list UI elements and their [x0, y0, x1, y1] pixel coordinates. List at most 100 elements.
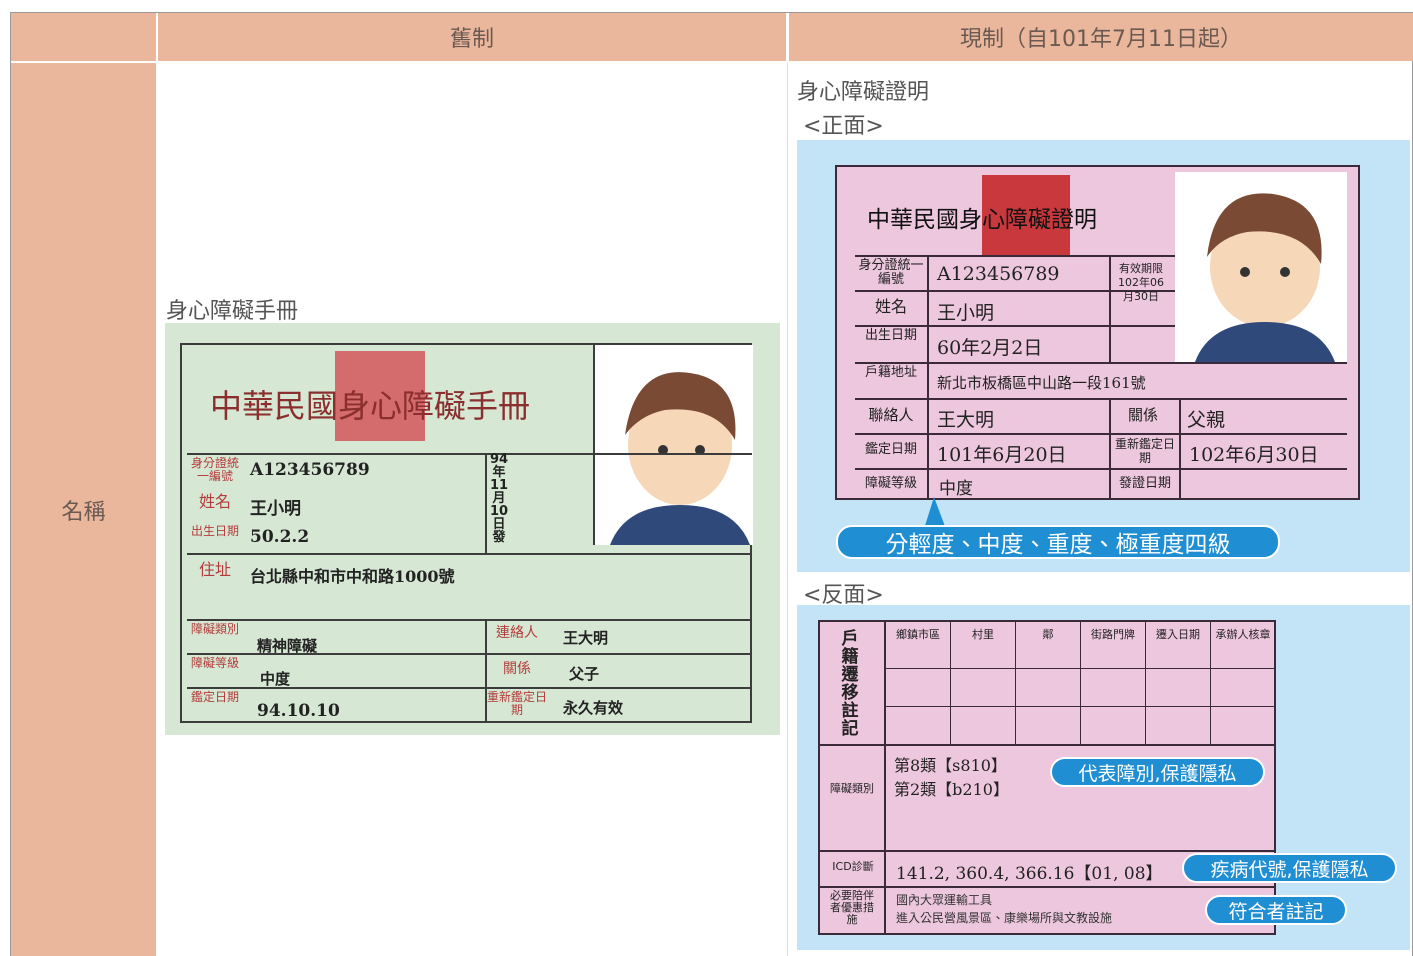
line: [1179, 398, 1181, 500]
field-label: 發證日期: [1118, 476, 1171, 491]
field-value: 102年6月30日: [1189, 444, 1319, 466]
field-label: 姓名: [198, 492, 231, 511]
callout: 代表障別,保護隱私: [1050, 757, 1265, 787]
column-header: 遷入日期: [1146, 622, 1211, 744]
field-label: 障礙類別: [830, 782, 874, 795]
caption: 身心障礙證明: [797, 80, 930, 105]
field-label: 身分證統一編號: [190, 456, 239, 483]
column-header: 鄰: [1016, 622, 1081, 744]
line: [1109, 398, 1111, 500]
field-value: A123456789: [937, 263, 1060, 285]
photo: [593, 345, 753, 545]
callout: 疾病代號,保護隱私: [1182, 853, 1397, 883]
field-value: 永久有效: [563, 699, 624, 717]
columns: 鄉鎮市區 村里鄰街路門牌 遷入日期 承辦人核章: [886, 622, 1276, 744]
field-label: 障礙等級: [190, 656, 239, 670]
field-label: ICD診斷: [832, 860, 874, 873]
row-label: 名稱: [11, 63, 156, 956]
line: [855, 433, 1347, 435]
field-value: 進入公民營風景區、康樂場所與文教設施: [896, 911, 1113, 925]
seal: [982, 175, 1070, 255]
divider: [787, 63, 788, 956]
field-value: 60年2月2日: [937, 337, 1043, 359]
field-label: 重新鑑定日期: [1114, 437, 1175, 465]
field-label: 關係: [503, 661, 531, 677]
line: [820, 744, 1276, 746]
field-value: 精神障礙: [257, 637, 318, 655]
card-title: 中華民國身心障礙證明: [867, 207, 1097, 233]
field-value: 王大明: [563, 629, 609, 647]
field-value: 王大明: [937, 409, 995, 431]
field-value: 台北縣中和市中和路1000號: [250, 567, 455, 586]
line: [855, 325, 1175, 327]
header-cell: [11, 13, 156, 61]
field-label: 戶籍地址: [864, 365, 917, 380]
card-title: 中華民國身心障礙手冊: [210, 387, 531, 425]
field-label: 關係: [1127, 406, 1158, 424]
field-label: 鑑定日期: [864, 442, 917, 457]
line: [855, 398, 1347, 400]
field-label: 聯絡人: [868, 406, 914, 424]
header-cell: 舊制: [158, 13, 786, 61]
side-label: <正面>: [803, 114, 884, 139]
field-value: 101年6月20日: [937, 444, 1067, 466]
header-cell: 現制（自101年7月11日起）: [789, 13, 1413, 61]
column-header: 街路門牌: [1081, 622, 1146, 744]
callout: 符合者註記: [1205, 895, 1347, 925]
line: [886, 706, 1276, 707]
field-value: 第8類【s810】: [894, 756, 1007, 775]
column-header: 承辦人核章: [1211, 622, 1276, 744]
line: [855, 468, 1347, 470]
line: [820, 850, 1276, 852]
line: [187, 687, 752, 689]
field-value: 新北市板橋區中山路一段161號: [937, 374, 1146, 392]
callout: 分輕度、中度、重度、極重度四級: [836, 525, 1280, 559]
field-label: 姓名: [874, 297, 907, 316]
field-label: 身分證統一編號: [858, 258, 924, 287]
line: [187, 619, 752, 621]
field-value: 父親: [1187, 409, 1226, 431]
field-value: 國內大眾運輸工具: [896, 893, 993, 907]
line: [820, 886, 1276, 888]
line: [855, 362, 1347, 364]
column-header: 村里: [951, 622, 1016, 744]
line: [886, 668, 1276, 669]
field-value: 141.2, 360.4, 366.16【01, 08】: [896, 864, 1163, 884]
portrait: [610, 372, 750, 545]
field-value: 94.10.10: [257, 701, 340, 721]
callout-tail: [924, 497, 946, 529]
field-value: 王小明: [250, 499, 301, 519]
field-value: 50.2.2: [250, 527, 310, 547]
field-value: 中度: [260, 670, 291, 688]
line: [485, 619, 487, 723]
line: [187, 653, 752, 655]
field-label: 必要陪伴者優惠措施: [830, 889, 874, 926]
line: [187, 553, 752, 555]
line: [927, 255, 929, 500]
field-value: 父子: [569, 665, 600, 683]
line: [485, 453, 487, 553]
field-value: A123456789: [250, 460, 370, 480]
grid: [187, 453, 752, 723]
old-card: 中華民國身心障礙手冊 身分證統一編號 A123456789 姓名 王小明 出生日…: [165, 323, 780, 735]
field-label: 重新鑑定日期: [487, 690, 548, 717]
field-value: 王小明: [937, 302, 995, 324]
portrait: [1195, 193, 1335, 362]
caption: 身心障礙手冊: [166, 299, 299, 324]
field-label: 戶籍遷移註記: [841, 629, 859, 739]
field-label: 出生日期: [864, 328, 917, 343]
line: [884, 622, 886, 935]
field-label: 連絡人: [496, 625, 538, 641]
field-value: 第2類【b210】: [894, 780, 1009, 799]
issued: 94年11月10日發: [489, 452, 509, 545]
seal: [335, 351, 425, 441]
field-label: 障礙類別: [190, 622, 239, 636]
line: [855, 290, 1175, 292]
valid: 有效期限102年06月30日: [1118, 262, 1164, 303]
field-label: 鑑定日期: [190, 690, 239, 704]
field-value: 中度: [939, 479, 973, 499]
field-label: 障礙等級: [864, 476, 917, 491]
line: [855, 255, 1175, 257]
photo: [1175, 172, 1347, 362]
